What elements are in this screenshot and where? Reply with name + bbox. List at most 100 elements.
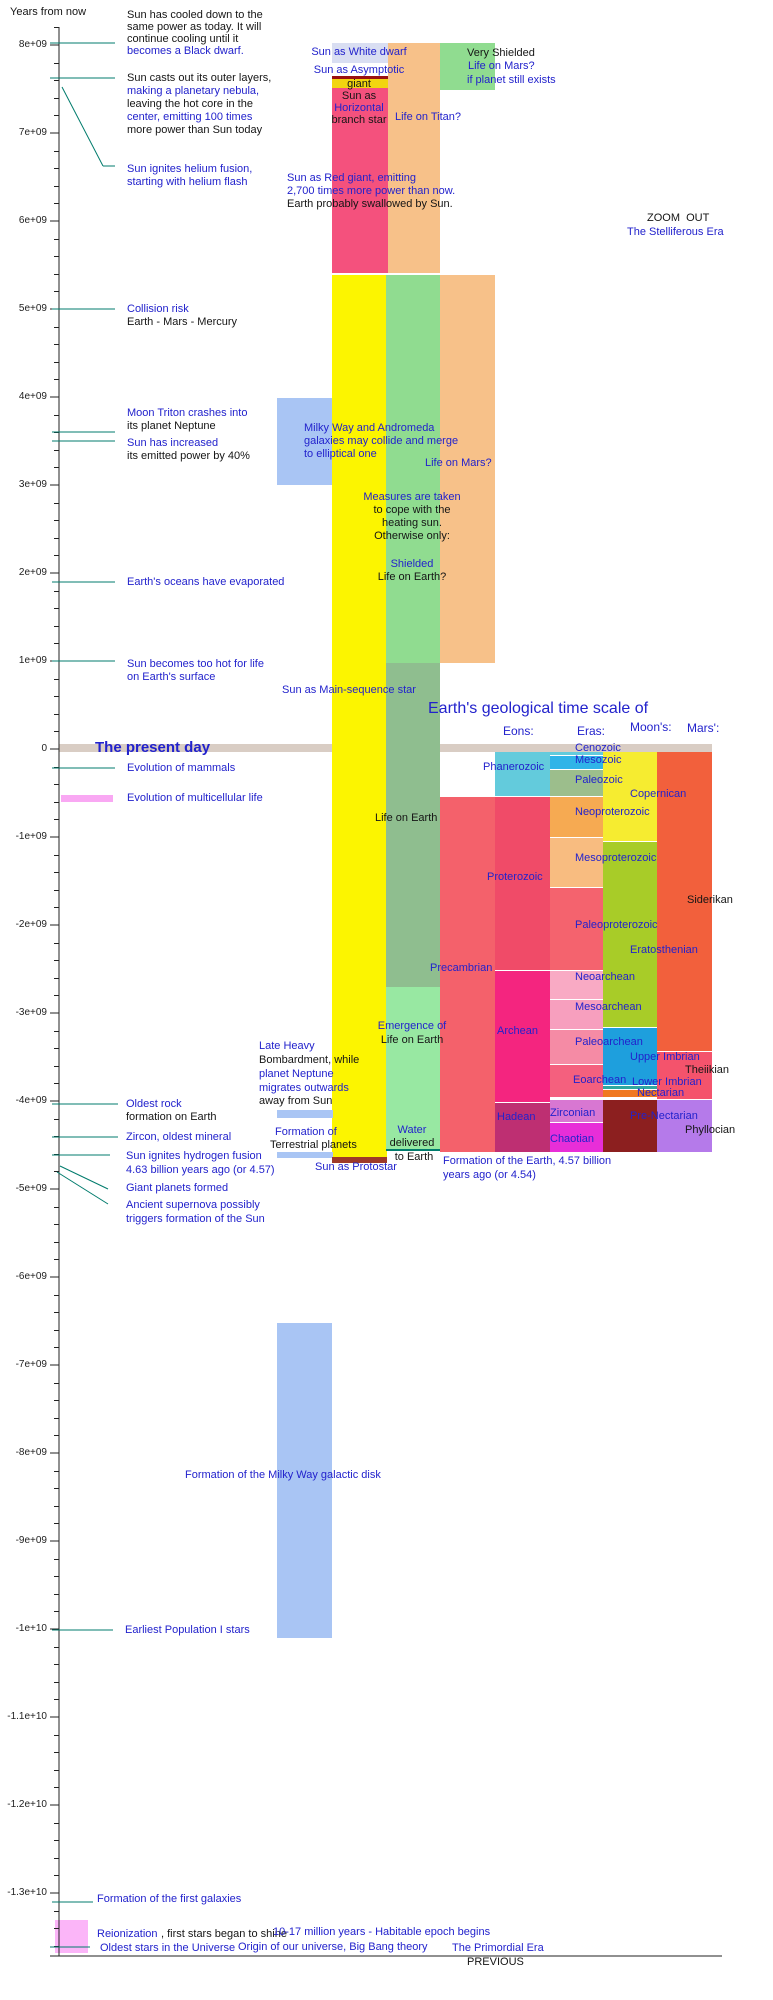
label-very-shielded-2: Life on Mars? xyxy=(468,60,535,72)
copernican-box xyxy=(603,752,657,841)
asymptotic-giant-line xyxy=(332,76,388,79)
note-oceans: Earth's oceans have evaporated xyxy=(127,576,285,588)
label-neoarchean: Neoarchean xyxy=(575,971,635,983)
archean-box xyxy=(495,971,550,1102)
axis-title: Years from now xyxy=(10,6,87,18)
geo-header-mars: Mars': xyxy=(687,721,720,735)
galactic-disk-bar xyxy=(277,1323,332,1638)
paleoarchean-box xyxy=(550,1030,603,1064)
note-zircon: Zircon, oldest mineral xyxy=(126,1131,232,1143)
nav-stelliferous-era[interactable]: The Stelliferous Era xyxy=(627,226,724,238)
label-paleoproterozoic: Paleoproterozoic xyxy=(575,919,658,931)
axis-tick-label: 4e+09 xyxy=(18,391,47,402)
label-life-on-earth: Life on Earth xyxy=(375,812,438,824)
eratosthenian-box xyxy=(603,842,657,1027)
nectarian-box xyxy=(603,1090,657,1097)
label-theiikian: Theiikian xyxy=(685,1064,730,1076)
axis-tick-label: 8e+09 xyxy=(18,39,47,50)
label-water-1: Water xyxy=(397,1124,427,1136)
note-lhb-5: away from Sun xyxy=(259,1095,333,1107)
eoarchean-box xyxy=(550,1065,603,1097)
note-oldest-rock-1: Oldest rock xyxy=(126,1098,182,1110)
nav-previous[interactable]: PREVIOUS xyxy=(467,1956,524,1968)
note-helium-fusion-1: Sun ignites helium fusion, xyxy=(127,163,253,175)
note-lhb-2: Bombardment, while xyxy=(259,1054,360,1066)
note-population-1: Earliest Population I stars xyxy=(125,1624,250,1636)
label-white-dwarf: Sun as White dwarf xyxy=(311,46,407,58)
label-eoarchean: Eoarchean xyxy=(573,1074,627,1086)
zirconian-box xyxy=(550,1100,603,1122)
label-neoproterozoic: Neoproterozoic xyxy=(575,806,650,818)
note-triton-2: its planet Neptune xyxy=(127,420,216,432)
multicellular-life-swatch xyxy=(61,795,113,802)
emergence-life-column xyxy=(386,987,440,1150)
neoarchean-box xyxy=(550,971,603,999)
mesoarchean-box xyxy=(550,1000,603,1029)
note-mammals: Evolution of mammals xyxy=(127,762,236,774)
axis-tick-label: 0 xyxy=(41,743,47,754)
hadean-box xyxy=(495,1103,550,1152)
axis-tick-label: -6e+09 xyxy=(15,1271,47,1282)
note-hydrogen-fusion-2: 4.63 billion years ago (or 4.57) xyxy=(126,1164,275,1176)
label-phyllocian: Phyllocian xyxy=(685,1124,736,1136)
note-formation-earth-2: years ago (or 4.54) xyxy=(443,1169,536,1181)
geo-header-moons: Moon's: xyxy=(630,720,672,734)
label-mesozoic: Mesozoic xyxy=(575,754,622,766)
note-red-giant-1: Sun as Red giant, emitting xyxy=(287,172,417,184)
label-milkyway-2: galaxies may collide and merge xyxy=(304,435,459,447)
label-water-2: delivered xyxy=(389,1137,435,1149)
label-phanerozoic: Phanerozoic xyxy=(483,761,545,773)
nav-zoom-out[interactable]: ZOOM OUT xyxy=(647,212,710,224)
note-sun-cooled-2: same power as today. It will xyxy=(127,21,262,33)
label-protostar: Sun as Protostar xyxy=(315,1161,397,1173)
note-measures-2: to cope with the xyxy=(373,504,451,516)
label-very-shielded-1: Very Shielded xyxy=(467,47,535,59)
note-sun-cooled-3: continue cooling until it xyxy=(127,33,239,45)
label-cenozoic: Cenozoic xyxy=(575,742,621,754)
label-archean: Archean xyxy=(497,1025,538,1037)
label-life-on-mars: Life on Mars? xyxy=(425,457,492,469)
label-chaotian: Chaotian xyxy=(550,1133,595,1145)
chaotian-box xyxy=(550,1123,603,1152)
axis-tick-label: -5e+09 xyxy=(15,1183,47,1194)
label-siderikan: Siderikan xyxy=(687,894,733,906)
note-outer-layers-4: center, emitting 100 times xyxy=(127,111,253,123)
main-sequence-column xyxy=(386,663,440,987)
note-oldest-rock-2: formation on Earth xyxy=(126,1111,217,1123)
label-horizontal-1: Sun as xyxy=(341,90,377,102)
mesozoic-box xyxy=(550,756,603,769)
label-shielded-1: Shielded xyxy=(390,558,434,570)
note-reionization-1: Reionization xyxy=(97,1928,158,1940)
label-milkyway-1: Milky Way and Andromeda xyxy=(304,422,435,434)
connector-giant-planets-diag xyxy=(59,1165,109,1190)
label-emergence-2: Life on Earth xyxy=(380,1034,444,1046)
label-copernican: Copernican xyxy=(630,788,687,800)
label-eratosthenian: Eratosthenian xyxy=(630,944,698,956)
geo-header-eras: Eras: xyxy=(577,724,606,738)
label-mesoarchean: Mesoarchean xyxy=(575,1001,642,1013)
nav-primordial-era[interactable]: The Primordial Era xyxy=(452,1942,544,1954)
axis-tick-label: -2e+09 xyxy=(15,919,47,930)
note-outer-layers-3: leaving the hot core in the xyxy=(127,98,253,110)
note-multicellular: Evolution of multicellular life xyxy=(127,792,263,804)
label-galactic-disk: Formation of the Milky Way galactic disk xyxy=(185,1469,381,1481)
label-main-sequence: Sun as Main-sequence star xyxy=(282,684,416,696)
label-asymptotic: Sun as Asymptotic xyxy=(313,64,405,76)
note-oldest-stars: Oldest stars in the Universe xyxy=(100,1942,236,1954)
note-outer-layers-2: making a planetary nebula, xyxy=(127,85,260,97)
protostar-band xyxy=(332,1157,387,1163)
note-power40-2: its emitted power by 40% xyxy=(127,450,250,462)
neoproterozoic-box xyxy=(550,797,603,837)
label-giant: giant xyxy=(347,78,371,90)
terrestrial-planets-bar xyxy=(277,1152,333,1158)
cenozoic-strip xyxy=(550,752,603,755)
connector-supernova-diag xyxy=(56,1171,109,1205)
upper-imbrian-box xyxy=(603,1028,657,1085)
axis-tick-label: -3e+09 xyxy=(15,1007,47,1018)
red-giant-column xyxy=(332,88,388,273)
reionization-box xyxy=(55,1920,88,1953)
label-water-3: to Earth xyxy=(394,1151,434,1163)
label-nectarian: Nectarian xyxy=(637,1087,685,1099)
label-milkyway-3: to elliptical one xyxy=(304,448,377,460)
